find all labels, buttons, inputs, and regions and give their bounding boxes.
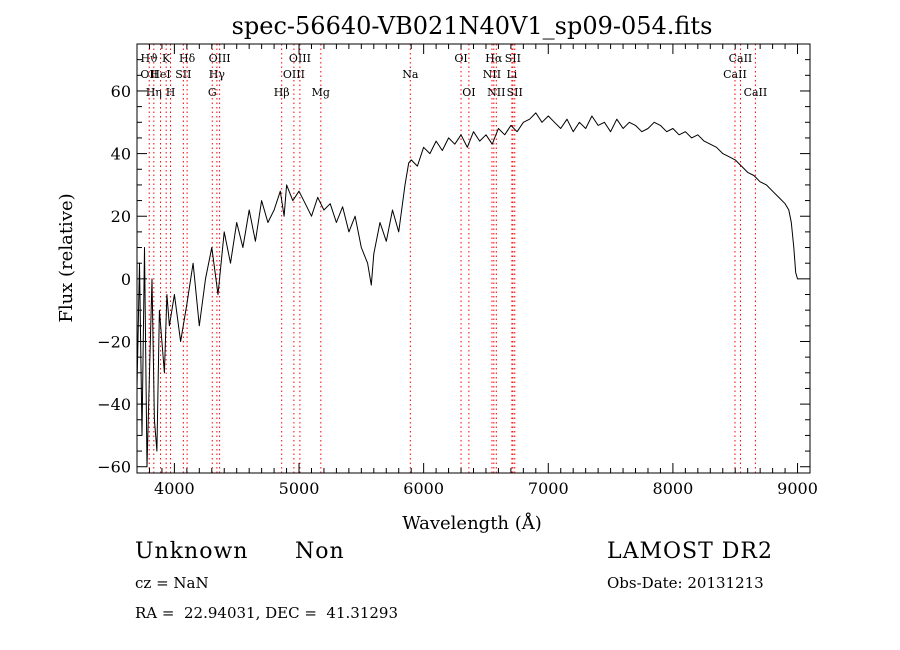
x-tick-label: 4000: [154, 479, 195, 498]
spectrum-line-0: [136, 112, 800, 468]
redshift-cz: cz = NaN: [135, 574, 209, 592]
y-tick-label: 20: [111, 207, 131, 226]
y-tick-label: −20: [97, 332, 131, 351]
line-label: K: [162, 52, 171, 65]
line-label: G: [208, 86, 217, 99]
x-axis-label: Wavelength (Å): [402, 512, 542, 534]
spectrum-series: [136, 112, 800, 468]
line-label: Hβ: [274, 86, 290, 99]
y-tick-label: 60: [111, 82, 131, 101]
line-label: OI: [462, 86, 475, 99]
spectral-class: Unknown: [135, 539, 249, 564]
line-label: SII: [175, 68, 191, 81]
x-tick-label: 9000: [777, 479, 818, 498]
line-label: CaII: [729, 52, 753, 65]
y-tick-label: −40: [97, 395, 131, 414]
y-axis-label: Flux (relative): [56, 193, 77, 322]
line-label: Hδ: [179, 52, 196, 65]
chart-title: spec-56640-VB021N40V1_sp09-054.fits: [232, 12, 713, 40]
y-tick-label: 0: [121, 270, 131, 289]
x-tick-label: 8000: [653, 479, 694, 498]
line-label: OII: [140, 68, 158, 81]
x-tick-label: 5000: [279, 479, 320, 498]
line-label: NII: [487, 86, 505, 99]
line-label: Hα: [485, 52, 503, 65]
line-label: CaII: [744, 86, 768, 99]
line-label: Li: [506, 68, 517, 81]
line-label: Mg: [312, 86, 330, 99]
y-tick-label: 40: [111, 145, 131, 164]
line-label: SII: [505, 52, 521, 65]
line-label: NII: [483, 68, 501, 81]
emission-lines: [148, 44, 756, 473]
line-labels: Hϑ OII Hη HeI K H SII Hδ G Hγ OIII Hβ OIII OIII Mg Na OI…: [140, 52, 767, 99]
y-tick-label: −60: [97, 458, 131, 477]
line-label: OIII: [209, 52, 231, 65]
line-label: Hϑ: [140, 52, 158, 65]
observation-date: Obs-Date: 20131213: [607, 574, 764, 592]
line-label: H: [166, 86, 176, 99]
survey-name: LAMOST DR2: [607, 539, 773, 564]
line-label: Hγ: [209, 68, 226, 81]
y-axis: −60 −40 −20 0 20 40 60: [97, 59, 810, 477]
plot-frame: [136, 43, 811, 474]
line-label: CaII: [723, 68, 747, 81]
coordinates: RA = 22.94031, DEC = 41.31293: [135, 604, 399, 622]
line-label: OIII: [283, 68, 305, 81]
x-tick-label: 7000: [528, 479, 569, 498]
line-label: Na: [402, 68, 419, 81]
spectral-subclass: Non: [295, 539, 345, 564]
line-label: Hη: [146, 86, 162, 99]
line-label: SII: [507, 86, 523, 99]
line-label: OI: [454, 52, 467, 65]
line-label: OIII: [289, 52, 311, 65]
x-tick-label: 6000: [403, 479, 444, 498]
line-label: HeI: [150, 68, 170, 81]
x-axis: 4000 5000 6000 7000 8000 9000: [148, 44, 818, 498]
